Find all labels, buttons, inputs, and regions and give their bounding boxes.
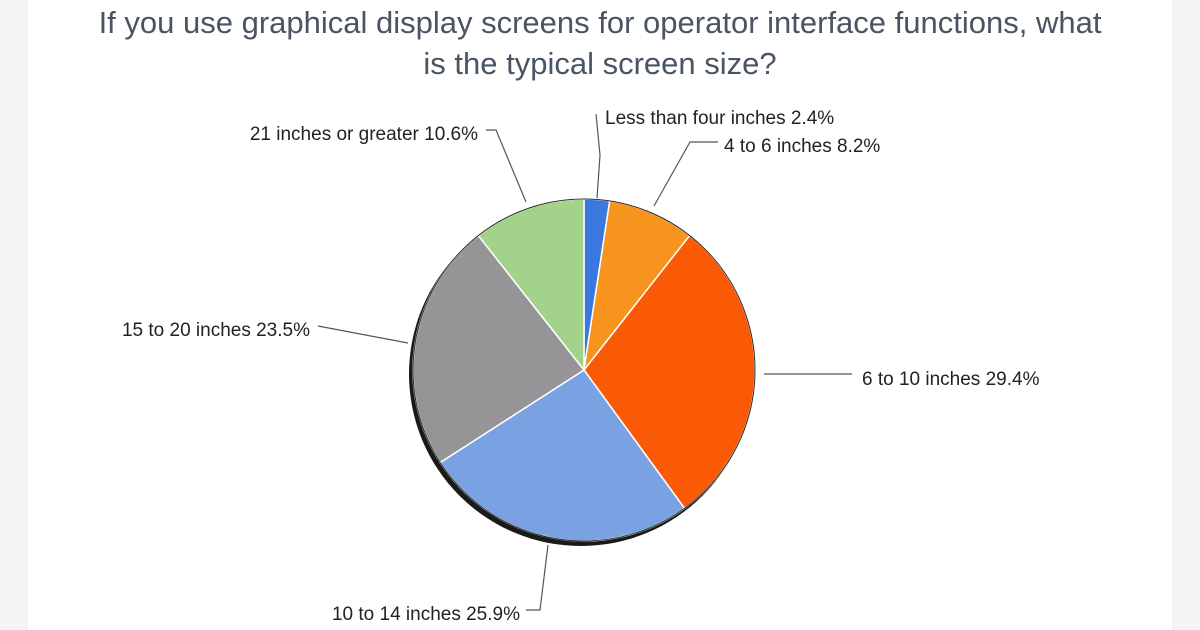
slice-label-4-to-6: 4 to 6 inches 8.2%	[724, 136, 880, 157]
left-margin-band	[0, 0, 28, 630]
right-margin-band	[1172, 0, 1200, 630]
slice-labels: Less than four inches 2.4% 4 to 6 inches …	[122, 108, 1040, 625]
slice-label-less-than-four: Less than four inches 2.4%	[605, 108, 834, 129]
slice-label-10-to-14: 10 to 14 inches 25.9%	[332, 604, 520, 625]
leader-line-4-to-6	[653, 141, 718, 207]
leader-lines	[317, 113, 852, 611]
chart-title-line-2: is the typical screen size?	[423, 46, 777, 81]
pie-slices	[412, 198, 756, 542]
leader-line-less-than-four	[595, 113, 601, 199]
slice-label-15-to-20: 15 to 20 inches 23.5%	[122, 320, 310, 341]
slice-label-21-or-greater: 21 inches or greater 10.6%	[250, 124, 478, 145]
chart-title-line-1: If you use graphical display screens for…	[98, 5, 1102, 40]
slice-label-6-to-10: 6 to 10 inches 29.4%	[862, 369, 1040, 390]
leader-line-15-to-20	[317, 325, 409, 344]
chart-title: If you use graphical display screens for…	[40, 2, 1160, 84]
leader-line-10-to-14	[526, 544, 549, 611]
pie-outline	[412, 198, 756, 542]
leader-line-21-or-greater	[486, 129, 527, 203]
